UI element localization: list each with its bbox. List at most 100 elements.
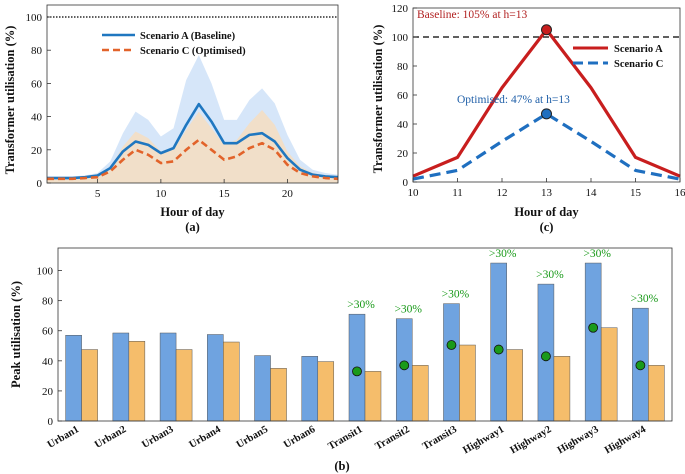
y-tick-label: 100 — [392, 32, 409, 44]
x-tick-label: 15 — [630, 187, 642, 199]
x-tick-label: 15 — [219, 188, 231, 200]
bar-urban3-series-1 — [159, 332, 177, 422]
bar-urban4-series-2 — [223, 341, 240, 422]
category-label-urban1: Urban1 — [46, 424, 81, 451]
bar-transit2-series-2 — [411, 365, 429, 422]
y-tick-label: 80 — [397, 61, 409, 73]
panel-c-chart: Baseline: 105% at h=13 Optimised: 47% at … — [371, 3, 685, 234]
marker-highway3 — [588, 322, 599, 333]
plot-frame — [57, 247, 673, 422]
y-tick-label: 40 — [42, 356, 54, 368]
data-label-highway1: >30% — [489, 248, 517, 260]
peak-marker-scenario-c — [541, 108, 552, 120]
y-axis-label: Transformer utilisation (%) — [371, 25, 385, 174]
y-tick-label: 40 — [31, 112, 43, 124]
category-label-highway1: Highway1 — [461, 424, 506, 456]
x-tick-label: 5 — [95, 188, 101, 200]
y-axis-label: Transformer utilisation (%) — [3, 26, 17, 175]
series-line-scenario-a — [47, 102, 339, 180]
marker-transit1 — [352, 366, 362, 377]
y-tick-label: 120 — [392, 3, 409, 15]
x-tick-label: 10 — [155, 188, 167, 200]
bar-urban6-series-1 — [301, 356, 319, 422]
data-label-highway2: >30% — [536, 269, 564, 281]
bar-transit3-series-2 — [459, 344, 476, 422]
panel-label: (a) — [185, 220, 200, 234]
bar-urban5-series-1 — [254, 355, 271, 422]
y-tick-label: 60 — [31, 78, 43, 90]
category-label-highway3: Highway3 — [556, 424, 601, 456]
x-tick-label: 10 — [408, 187, 420, 199]
y-tick-label: 20 — [397, 148, 409, 160]
bar-urban2-series-2 — [128, 341, 146, 422]
y-tick-label: 0 — [403, 177, 409, 189]
y-tick-label: 40 — [397, 119, 409, 131]
category-label-highway4: Highway4 — [603, 424, 649, 457]
category-label-transit1: Transit1 — [326, 424, 364, 452]
y-tick-label: 60 — [397, 90, 409, 102]
panel-a-chart: 5 10 15 20 0 20 40 60 80 100 Hour of day Transforme… — [3, 4, 339, 234]
bar-transit3-series-1 — [443, 303, 460, 422]
y-tick-label: 20 — [31, 145, 43, 157]
y-tick-label: 0 — [48, 416, 54, 428]
category-label-urban3: Urban3 — [140, 424, 175, 451]
y-tick-label: 60 — [42, 326, 54, 338]
bar-urban3-series-2 — [175, 349, 193, 422]
bar-highway1-series-2 — [506, 349, 523, 422]
data-label-transit1: >30% — [347, 299, 375, 311]
x-tick-label: 20 — [282, 188, 294, 200]
category-label-transit3: Transit3 — [421, 424, 459, 452]
data-label-highway4: >30% — [631, 293, 659, 305]
x-axis-label: Hour of day — [160, 205, 225, 219]
x-tick-label: 16 — [675, 187, 685, 199]
panel-label: (c) — [540, 220, 554, 234]
category-label-urban5: Urban5 — [235, 424, 270, 451]
marker-transit3 — [446, 340, 457, 350]
x-tick-label: 12 — [497, 187, 508, 199]
bar-transit1-series-2 — [364, 371, 382, 422]
annotation-optimised: Optimised: 47% at h=13 — [457, 94, 570, 106]
annotation-baseline: Baseline: 105% at h=13 — [417, 9, 528, 21]
y-tick-label: 80 — [42, 296, 54, 308]
marker-highway1 — [493, 344, 504, 355]
bar-urban6-series-2 — [317, 361, 335, 422]
peak-marker-scenario-a — [541, 24, 552, 36]
category-label-highway2: Highway2 — [509, 424, 554, 456]
bar-urban1-series-1 — [65, 335, 82, 422]
series-line-scenario-c — [47, 138, 339, 181]
y-tick-label: 80 — [31, 45, 43, 57]
bar-urban4-series-1 — [207, 334, 224, 422]
y-axis-label: Peak utilisation (%) — [9, 281, 23, 388]
legend-label-scenario-a: Scenario A — [614, 44, 663, 55]
bar-highway3-series-2 — [600, 327, 618, 422]
y-tick-label: 100 — [37, 266, 54, 278]
data-label-transit2: >30% — [394, 304, 422, 316]
legend-label-scenario-c: Scenario C (Optimised) — [140, 46, 246, 57]
plot-frame — [46, 4, 339, 184]
x-tick-label: 13 — [541, 187, 553, 199]
x-tick-label: 14 — [586, 187, 598, 199]
category-label-urban4: Urban4 — [187, 424, 223, 451]
category-label-urban6: Urban6 — [282, 424, 317, 451]
legend-label-scenario-a: Scenario A (Baseline) — [140, 31, 236, 42]
panel-label: (b) — [334, 459, 349, 473]
panel-b-chart: Urban1 Urban2 Urban3 Urban4 Urban5 Urban6 >30%… — [9, 247, 673, 473]
marker-transit2 — [399, 360, 410, 371]
bar-urban5-series-2 — [270, 368, 287, 422]
series-line-scenario-c — [412, 112, 681, 181]
category-label-transit2: Transit2 — [374, 424, 412, 452]
bar-urban2-series-1 — [112, 332, 130, 422]
y-tick-label: 20 — [42, 386, 54, 398]
data-label-highway3: >30% — [583, 248, 611, 260]
band-series-c — [47, 109, 338, 183]
bar-highway4-series-2 — [648, 365, 665, 422]
x-tick-label: 11 — [452, 187, 463, 199]
bar-highway2-series-2 — [553, 356, 571, 422]
legend-label-scenario-c: Scenario C — [614, 59, 663, 70]
bar-highway1-series-1 — [490, 262, 507, 422]
y-tick-label: 100 — [26, 12, 43, 24]
bar-urban1-series-2 — [81, 349, 98, 422]
y-tick-label: 0 — [37, 178, 43, 190]
marker-highway4 — [635, 360, 646, 371]
